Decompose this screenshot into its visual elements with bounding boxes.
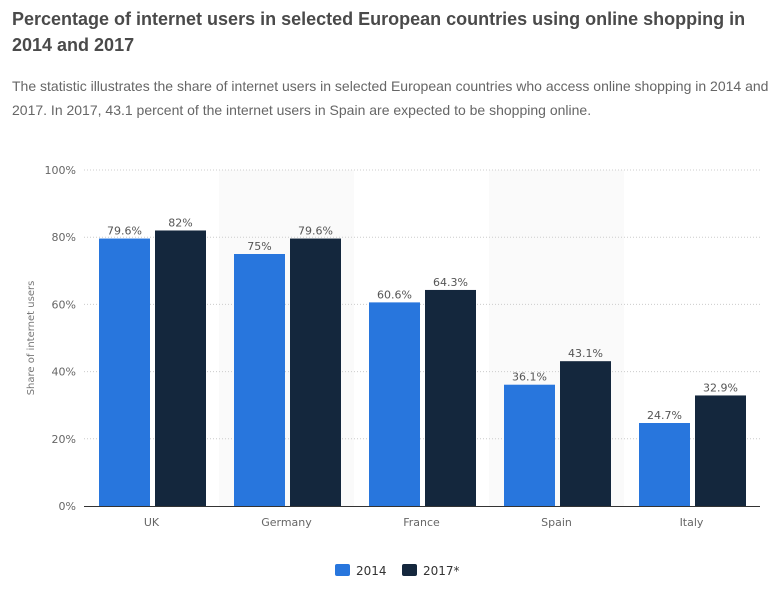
y-tick-label: 40% (52, 366, 76, 379)
bar-2017-uk (155, 230, 206, 507)
data-label: 79.6% (298, 225, 333, 238)
bar-2014-spain (504, 384, 555, 506)
bar-2014-uk (99, 238, 150, 506)
data-label: 79.6% (107, 225, 142, 238)
data-label: 82% (168, 216, 192, 229)
bar-2014-germany (234, 254, 285, 506)
y-tick-label: 100% (45, 164, 76, 177)
y-axis-label: Share of internet users (26, 281, 37, 396)
x-tick-label: Italy (680, 516, 704, 529)
bar-2017-spain (560, 361, 611, 506)
legend-label: 2014 (356, 564, 387, 578)
legend-swatch-2017 (402, 564, 417, 576)
bar-2014-italy (639, 423, 690, 506)
data-label: 75% (247, 240, 271, 253)
y-tick-label: 0% (59, 500, 76, 513)
y-tick-label: 20% (52, 433, 76, 446)
bar-2017-france (425, 289, 476, 506)
legend-label: 2017* (423, 564, 460, 578)
y-tick-label: 60% (52, 298, 76, 311)
x-tick-label: France (403, 516, 440, 529)
y-tick-label: 80% (52, 231, 76, 244)
x-tick-label: UK (144, 516, 160, 529)
bar-2017-germany (290, 238, 341, 506)
legend-swatch-2014 (335, 564, 350, 576)
x-tick-label: Germany (261, 516, 312, 529)
bar-2017-italy (695, 395, 746, 506)
data-label: 36.1% (512, 371, 547, 384)
data-label: 64.3% (433, 276, 468, 289)
bar-2014-france (369, 302, 420, 506)
data-label: 60.6% (377, 288, 412, 301)
data-label: 43.1% (568, 347, 603, 360)
chart-description: The statistic illustrates the share of i… (12, 78, 769, 118)
x-tick-label: Spain (541, 516, 572, 529)
data-label: 32.9% (703, 381, 738, 394)
data-label: 24.7% (647, 409, 682, 422)
page-title: Percentage of internet users in selected… (12, 9, 746, 55)
